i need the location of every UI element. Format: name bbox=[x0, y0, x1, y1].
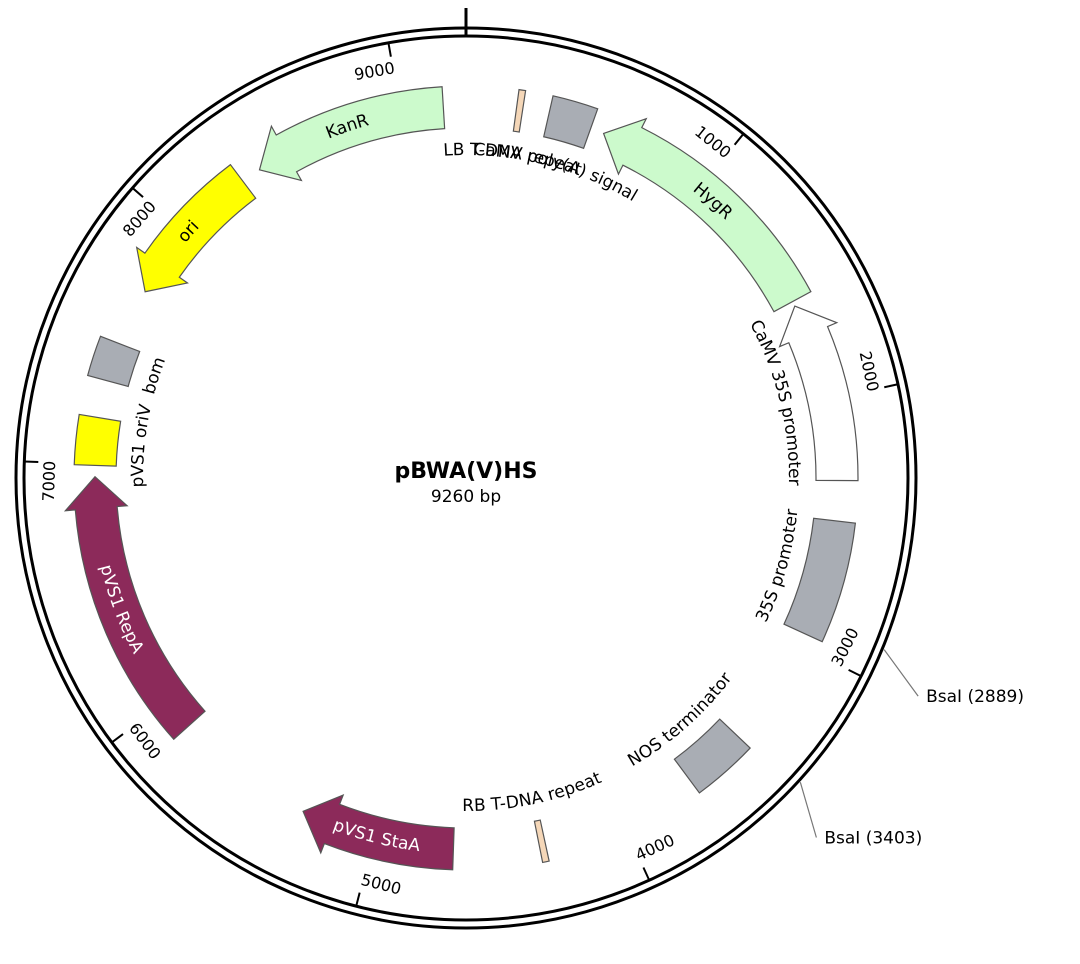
tick-label-2000: 2000 bbox=[856, 349, 883, 393]
backbone-circle bbox=[14, 8, 918, 930]
tick-label-8000: 8000 bbox=[119, 197, 160, 240]
rb-repeat-label: RB T-DNA repeat bbox=[462, 768, 605, 816]
tick-4000 bbox=[642, 867, 651, 881]
pvs1-oriv-label: pVS1 oriV bbox=[128, 402, 156, 487]
tick-3000 bbox=[848, 668, 862, 678]
bom-feature bbox=[86, 335, 141, 388]
tick-label-6000: 6000 bbox=[125, 719, 165, 763]
kanr-feature bbox=[258, 86, 446, 182]
site-leader-bsai-3403 bbox=[799, 782, 817, 838]
camv-polya-feature bbox=[542, 95, 599, 150]
tick-7000 bbox=[24, 460, 39, 464]
tick-6000 bbox=[111, 733, 124, 744]
35s-promoter-feature bbox=[783, 517, 857, 643]
tick-label-1000: 1000 bbox=[691, 122, 735, 162]
restriction-sites: BsaI (2889) BsaI (3403) bbox=[799, 649, 1024, 848]
tick-label-9000: 9000 bbox=[353, 58, 396, 84]
ori-feature bbox=[135, 163, 257, 293]
site-label-bsai-3403: BsaI (3403) bbox=[824, 828, 922, 848]
nos-term-feature bbox=[673, 718, 751, 794]
rb-repeat-label-text: RB T-DNA repeat bbox=[462, 768, 605, 816]
pvs1-repa-feature bbox=[63, 475, 206, 741]
tick-label-3000: 3000 bbox=[827, 625, 862, 670]
tick-2000 bbox=[884, 383, 899, 389]
plasmid-name: pBWA(V)HS bbox=[394, 459, 537, 484]
tick-label-5000: 5000 bbox=[359, 870, 403, 899]
tick-9000 bbox=[387, 42, 392, 57]
camv-35s-feature bbox=[778, 305, 859, 482]
tick-label-7000: 7000 bbox=[39, 460, 60, 501]
pvs1-oriv-feature bbox=[73, 413, 122, 467]
tick-label-4000: 4000 bbox=[632, 830, 677, 864]
bom-label: bom bbox=[139, 354, 170, 396]
site-label-bsai-2889: BsaI (2889) bbox=[926, 687, 1024, 707]
tick-5000 bbox=[355, 892, 361, 907]
pvs1-staa-feature bbox=[302, 793, 455, 871]
plasmid-length: 9260 bp bbox=[431, 487, 501, 507]
hygr-feature bbox=[602, 117, 812, 313]
rb-repeat-feature bbox=[533, 819, 550, 864]
bom-label-text: bom bbox=[139, 354, 170, 396]
lb-repeat-feature bbox=[512, 88, 527, 133]
tick-8000 bbox=[131, 187, 144, 198]
site-leader-bsai-2889 bbox=[883, 649, 919, 697]
tick-1000 bbox=[733, 133, 745, 146]
pvs1-oriv-label-text: pVS1 oriV bbox=[128, 402, 156, 487]
